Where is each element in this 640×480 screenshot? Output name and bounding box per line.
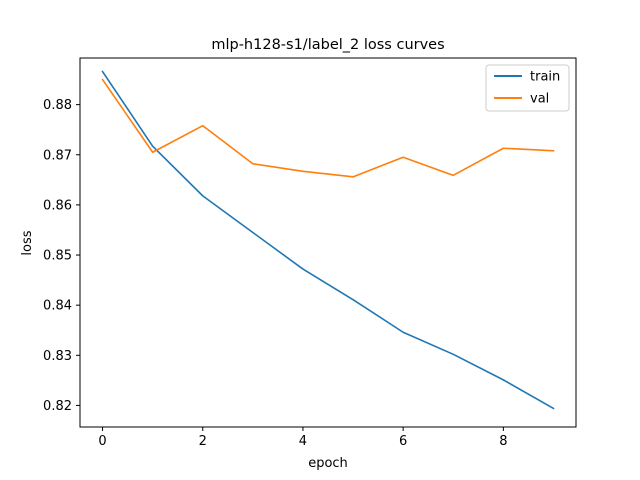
- y-tick-label-0.86: 0.86: [43, 198, 72, 213]
- x-tick-label-6: 6: [399, 434, 407, 449]
- y-axis-ticks: 0.82 0.83 0.84 0.85 0.86 0.87 0.88: [43, 98, 80, 414]
- x-axis-label: epoch: [308, 456, 348, 471]
- x-axis-ticks: 0 2 4 6 8: [98, 427, 507, 449]
- plot-area: [79, 57, 577, 428]
- series-line-train: [101, 70, 555, 410]
- legend-label-train: train: [530, 70, 560, 85]
- plot-frame: [79, 57, 577, 428]
- legend-label-val: val: [530, 92, 549, 107]
- legend: train val: [485, 64, 570, 112]
- y-tick-label-0.87: 0.87: [43, 148, 72, 163]
- y-tick-label-0.83: 0.83: [43, 349, 72, 364]
- x-tick-label-0: 0: [98, 434, 106, 449]
- x-tick-label-8: 8: [499, 434, 507, 449]
- x-tick-label-4: 4: [299, 434, 307, 449]
- y-tick-label-0.84: 0.84: [43, 299, 72, 314]
- y-tick-label-0.88: 0.88: [43, 98, 72, 113]
- y-tick-label-0.85: 0.85: [43, 249, 72, 264]
- series-layer: [101, 70, 555, 410]
- chart-title: mlp-h128-s1/label_2 loss curves: [211, 37, 444, 53]
- x-tick-label-2: 2: [199, 434, 207, 449]
- series-line-val: [101, 78, 555, 178]
- y-axis-label: loss: [20, 230, 35, 255]
- y-tick-label-0.82: 0.82: [43, 399, 72, 414]
